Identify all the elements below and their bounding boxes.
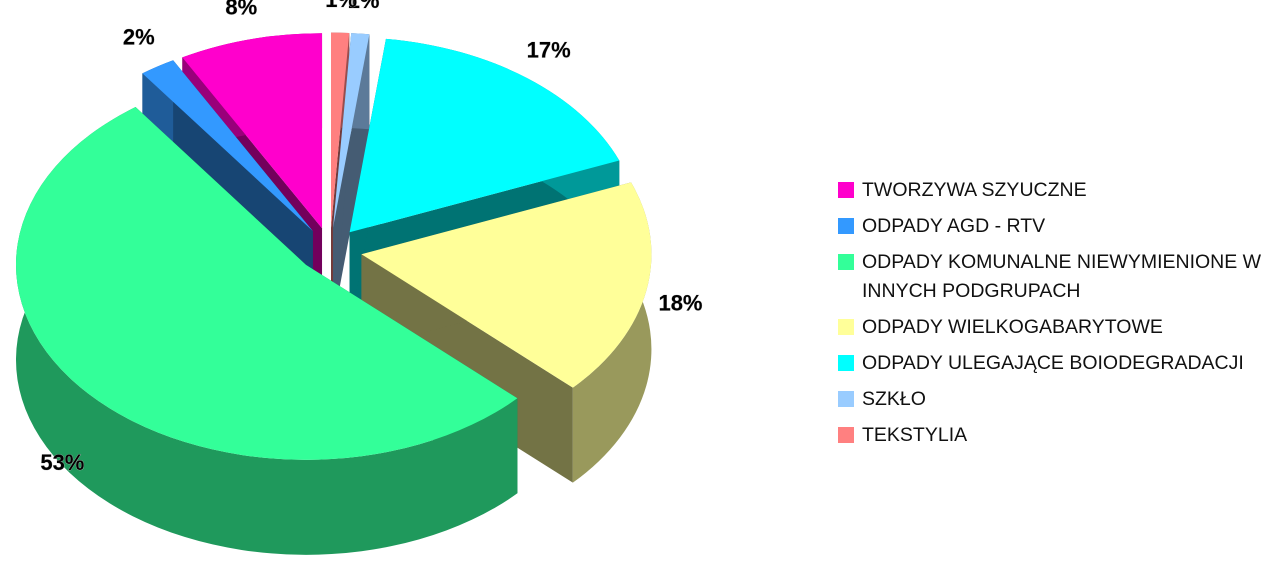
value-label: 2% (123, 24, 155, 49)
legend-label: TEKSTYLIA (862, 424, 968, 446)
legend: TWORZYWA SZYUCZNE ODPADY AGD - RTV ODPADY … (838, 176, 1268, 457)
legend-swatch (838, 254, 854, 270)
value-label: 17% (527, 38, 571, 63)
value-label: 1% (348, 0, 380, 13)
slice (182, 33, 323, 229)
legend-label: SZKŁO (862, 388, 926, 410)
legend-item: ODPADY AGD - RTV (838, 212, 1268, 241)
legend-swatch (838, 218, 854, 234)
legend-item: ODPADY ULEGAJĄCE BOIODEGRADACJI (838, 349, 1268, 378)
legend-label: ODPADY AGD - RTV (862, 215, 1046, 237)
legend-swatch (838, 355, 854, 371)
value-label: 1% (325, 0, 357, 12)
legend-swatch (838, 182, 854, 198)
legend-label: ODPADY ULEGAJĄCE BOIODEGRADACJI (862, 352, 1244, 374)
legend-label: ODPADY WIELKOGABARYTOWE (862, 316, 1163, 338)
legend-swatch (838, 319, 854, 335)
legend-label: ODPADY KOMUNALNE NIEWYMIENIONE W INNYCH … (862, 251, 1262, 302)
legend-item: TEKSTYLIA (838, 421, 1268, 450)
slice (15, 107, 518, 460)
slice-wall (15, 107, 518, 555)
legend-item: TWORZYWA SZYUCZNE (838, 176, 1268, 205)
chart: 8% 2% 53% 18% 17% 1%1% (15, 0, 703, 555)
legend-swatch (838, 427, 854, 443)
slice (142, 60, 313, 232)
slice (333, 33, 370, 228)
value-label: 18% (658, 291, 702, 316)
legend-item: ODPADY WIELKOGABARYTOWE (838, 313, 1268, 342)
value-label: 53% (40, 450, 84, 475)
value-label: 8% (225, 0, 257, 20)
legend-item: ODPADY KOMUNALNE NIEWYMIENIONE W INNYCH … (838, 248, 1268, 306)
legend-item: SZKŁO (838, 385, 1268, 414)
slice (349, 38, 620, 233)
legend-swatch (838, 391, 854, 407)
slice (361, 182, 652, 388)
legend-label: TWORZYWA SZYUCZNE (862, 179, 1087, 201)
slice (331, 32, 350, 228)
